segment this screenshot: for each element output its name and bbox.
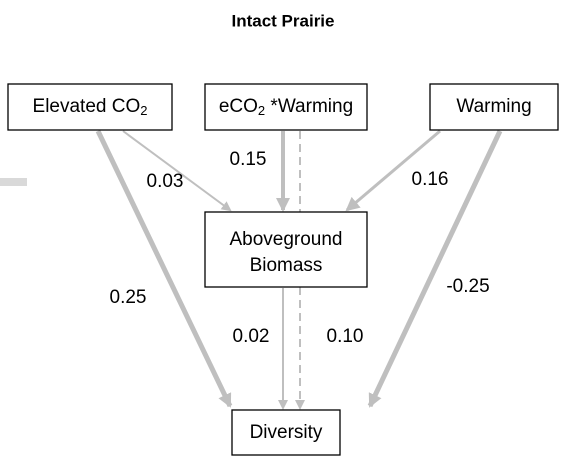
node-label: Warming (456, 96, 531, 117)
label-part: 2 (140, 103, 147, 118)
edge-arrow (95, 129, 233, 408)
edge-label: 0.02 (233, 326, 270, 347)
label-part: 2 (258, 103, 265, 118)
edge-arrow (345, 129, 441, 212)
label-part: Biomass (250, 255, 323, 276)
label-part: Aboveground (229, 229, 342, 250)
node-label: Diversity (250, 422, 323, 443)
label-part: Diversity (250, 422, 323, 443)
edge-label: 0.25 (110, 287, 147, 308)
node-box (204, 83, 368, 131)
edge-label: 0.10 (327, 326, 364, 347)
edge-arrow (122, 130, 232, 212)
label-part: Warming (456, 96, 531, 117)
node-label: eCO2 *Warming (219, 96, 353, 118)
node-box (204, 211, 368, 288)
side-bar (0, 178, 27, 186)
node-label: Elevated CO2 (33, 96, 148, 118)
edge-label: 0.03 (147, 171, 184, 192)
label-part: eCO (219, 96, 258, 117)
node-label: Aboveground Biomass (229, 229, 342, 276)
node-box (429, 83, 559, 131)
node-box (231, 409, 341, 456)
edge-label: 0.16 (412, 169, 449, 190)
edge-arrow (367, 129, 503, 408)
title: Intact Prairie (232, 11, 335, 30)
node-box (7, 83, 173, 131)
label-part: *Warming (265, 96, 353, 117)
edge-label: 0.15 (230, 149, 267, 170)
edge-label: -0.25 (446, 276, 489, 297)
label-part: Elevated CO (33, 96, 141, 117)
